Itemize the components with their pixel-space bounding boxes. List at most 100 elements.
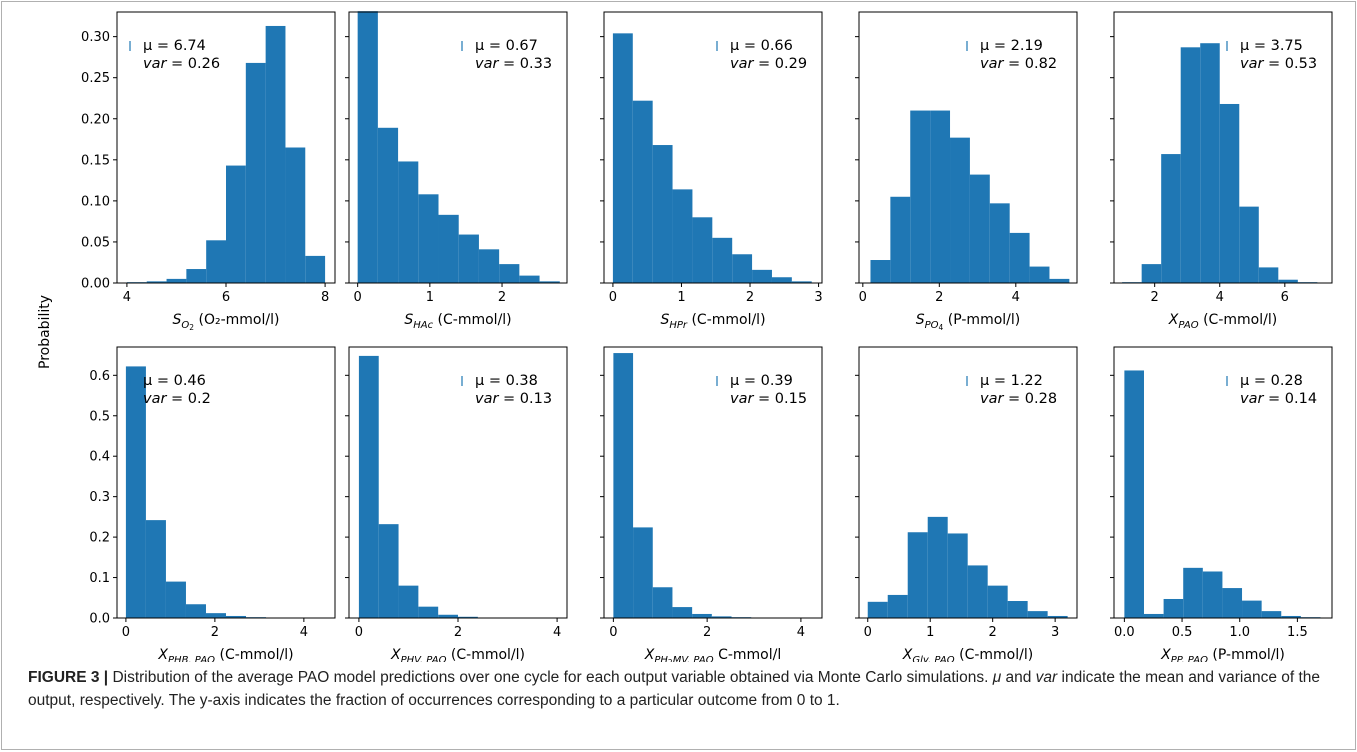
x-tick-label: 0 [609,290,617,305]
histogram-bar [185,604,206,618]
histogram-bar [1200,43,1220,284]
histogram-bar [947,533,968,618]
histogram-bar [125,366,146,618]
mean-annotation: μ = 3.75 [1240,38,1303,54]
histogram-bar [1242,600,1262,618]
histogram-bar [867,601,888,618]
histogram-bar [146,281,167,283]
caption-text: Distribution of the average PAO model pr… [28,669,1321,709]
y-tick-label: 0.00 [81,277,110,292]
x-axis-label: SPO4 (P-mmol/l) [916,312,1020,332]
histogram-bar [245,62,266,283]
x-tick-label: 4 [553,625,561,640]
histogram-panel-5: 2 4 6 XPAO (C-mmol/l) μ = 3.75 var = 0.53 [1110,11,1333,331]
histogram-bar [1261,611,1282,618]
histogram-bar [186,269,207,283]
histogram-bar [377,127,399,283]
x-tick-label: 3 [814,290,822,305]
x-axis-label: XGly, PAO (C-mmol/l) [902,647,1033,662]
histogram-bar [987,585,1008,618]
y-tick-label: 0.30 [81,30,110,45]
histogram-bar [890,196,911,283]
histogram-panel-3: 0 1 2 3 SHPr (C-mmol/l) μ = 0.66 var = 0.29 [600,11,823,331]
axes-frame [603,11,823,284]
y-tick-label: 0.1 [89,571,110,586]
histogram-bar [398,585,419,618]
mean-annotation: μ = 2.19 [980,38,1043,54]
x-tick-label: 2 [454,625,462,640]
histogram-bar [612,33,633,283]
histogram-bar [771,277,792,283]
histogram-panel-9: 0 1 2 3 XGly, PAO (C-mmol/l) μ = 1.22 var = 0.… [855,346,1078,662]
histogram-bar [967,565,988,618]
variance-annotation: var = 0.14 [1240,391,1317,407]
y-tick-label: 0.25 [81,71,110,86]
histogram-bar [1029,266,1050,283]
x-tick-label: 2 [935,290,943,305]
histogram-bar [418,194,439,283]
histogram-bar [398,161,419,283]
histogram-bar [418,606,439,618]
axes-frame [116,346,336,619]
histogram-bar [165,581,186,618]
histogram-bar [1183,567,1203,618]
variance-annotation: var = 0.29 [730,56,807,72]
x-tick-label: 2 [746,290,754,305]
x-tick-label: 0 [864,625,872,640]
histogram-bar [265,25,286,284]
mean-annotation: μ = 0.28 [1240,373,1303,389]
x-axis-label: XPHV, PAO (C-mmol/l) [390,647,525,662]
histogram-bar [791,281,812,283]
mean-annotation: μ = 1.22 [980,373,1043,389]
histogram-bar [633,527,653,618]
y-tick-label: 0.15 [81,153,110,168]
histogram-bar [1027,611,1048,618]
histogram-bar [1009,232,1030,283]
histogram-bar [989,203,1010,283]
histogram-bar [1202,571,1223,618]
histogram-bar [613,353,634,618]
x-tick-label: 2 [211,625,219,640]
x-tick-label: 0 [859,290,867,305]
y-tick-label: 0.4 [89,450,110,465]
x-tick-label: 4 [797,625,805,640]
histogram-bar [226,165,246,283]
histogram-bar [305,255,326,283]
histogram-bar [206,240,226,283]
y-tick-label: 0.10 [81,194,110,209]
x-tick-label: 1.5 [1287,625,1308,640]
histogram-bar [712,237,733,283]
x-tick-label: 6 [1281,290,1289,305]
x-axis-label: XPH2MV, PAO C-mmol/l [644,647,782,662]
axes-frame [603,346,823,619]
histogram-bar [205,613,226,618]
histogram-bar [1239,206,1259,283]
histogram-bar [692,217,713,283]
figure-panels: Probability 0.000.050.100.150.200.250.30… [37,11,1333,662]
x-axis-label: SHPr (C-mmol/l) [660,312,765,331]
x-tick-label: 0.5 [1172,625,1193,640]
x-tick-label: 1 [426,290,434,305]
histogram-panel-1: 0.00 0.05 0.10 0.15 0.20 0.25 0.30 4 6 8 SO2 (O₂-m… [81,11,336,332]
histogram-bar [870,260,891,283]
histogram-bar [499,264,520,283]
histogram-bar [711,616,732,618]
histogram-bar [378,524,399,618]
histogram-bar [1124,370,1144,618]
x-tick-label: 0 [354,290,362,305]
y-tick-label: 0.6 [89,369,110,384]
x-tick-label: 2 [1151,290,1159,305]
histogram-bar [907,532,928,618]
axes-frame [348,11,568,284]
variance-annotation: var = 0.13 [475,391,552,407]
caption-label: FIGURE 3 | [28,669,109,686]
mean-annotation: μ = 0.38 [475,373,538,389]
x-tick-label: 0.0 [1114,625,1135,640]
y-tick-label: 0.0 [89,612,110,627]
histogram-bar [1163,598,1184,618]
histogram-bar [358,355,379,618]
histogram-bar [226,615,247,618]
mean-annotation: μ = 0.67 [475,38,538,54]
x-tick-label: 3 [1051,625,1059,640]
